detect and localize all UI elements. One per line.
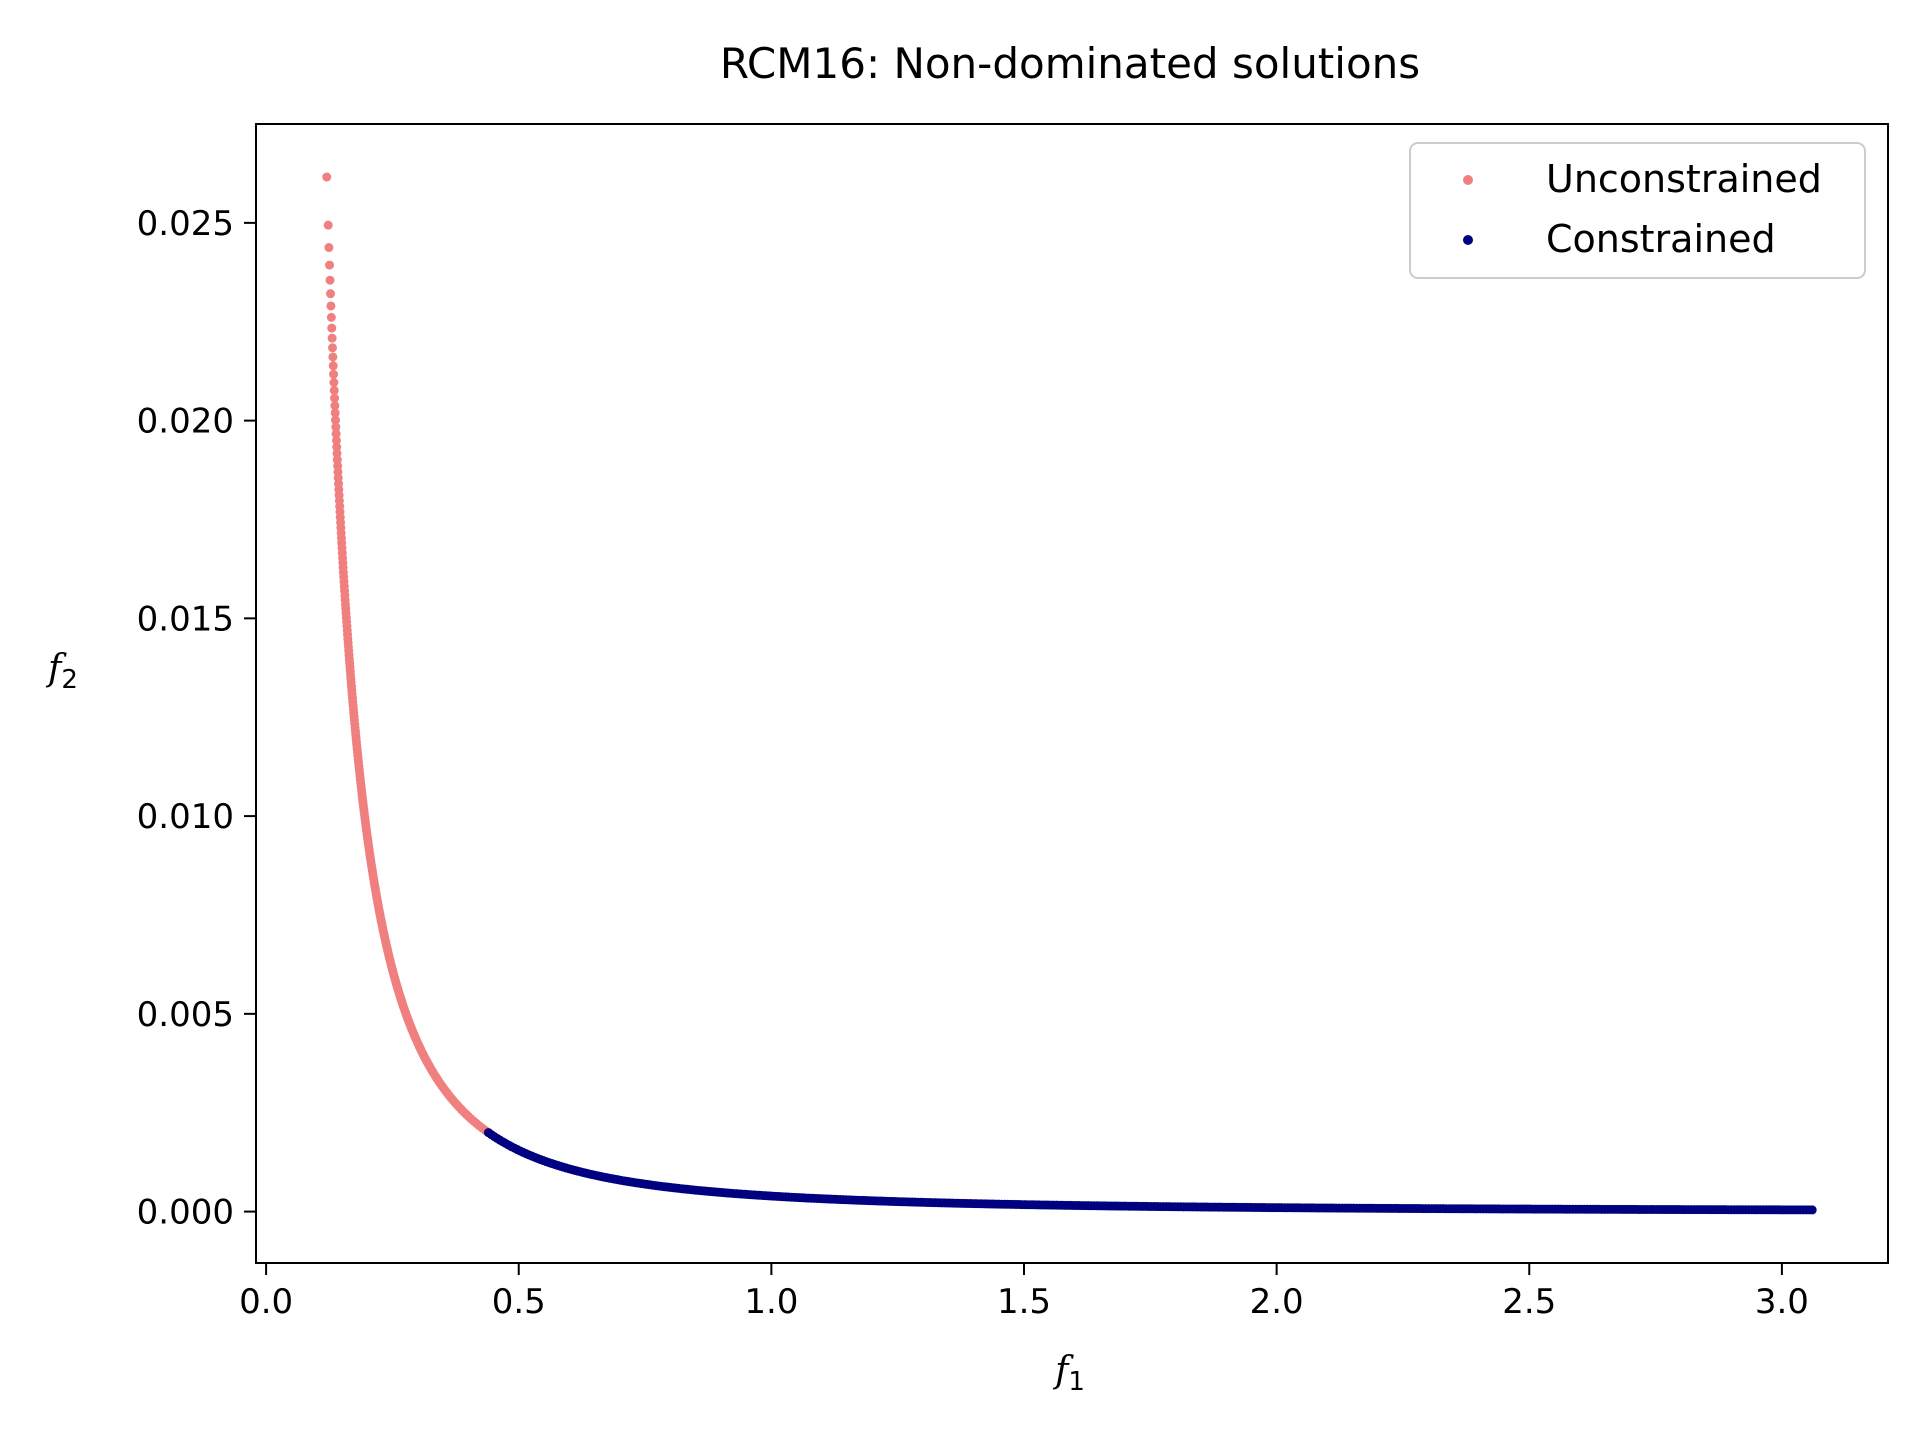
data-point bbox=[1807, 1205, 1817, 1215]
data-point bbox=[331, 429, 341, 439]
y-axis-label-sub: 2 bbox=[61, 665, 78, 695]
x-axis: 0.0 0.5 1.0 1.5 2.0 2.5 3.0 bbox=[239, 1263, 1809, 1322]
data-point bbox=[324, 243, 334, 253]
data-point bbox=[330, 393, 340, 403]
data-point bbox=[330, 401, 340, 411]
data-point bbox=[323, 220, 333, 230]
series-layer bbox=[322, 172, 1817, 1215]
y-tick-label: 0.025 bbox=[137, 204, 234, 244]
data-point bbox=[325, 275, 335, 285]
data-point bbox=[327, 323, 337, 333]
x-axis-label-sub: 1 bbox=[1068, 1367, 1085, 1397]
legend-label-unconstrained: Unconstrained bbox=[1546, 157, 1822, 201]
data-point bbox=[331, 435, 341, 445]
x-tick-label: 3.0 bbox=[1755, 1282, 1809, 1322]
data-point bbox=[332, 442, 342, 452]
legend-label-constrained: Constrained bbox=[1546, 217, 1776, 261]
data-point bbox=[331, 422, 341, 432]
legend-marker-constrained bbox=[1463, 235, 1473, 245]
legend: Unconstrained Constrained bbox=[1409, 142, 1866, 279]
x-tick-label: 1.5 bbox=[997, 1282, 1051, 1322]
y-tick-label: 0.005 bbox=[137, 995, 234, 1035]
data-point bbox=[331, 415, 341, 425]
data-point bbox=[325, 260, 335, 270]
y-tick-label: 0.000 bbox=[137, 1193, 234, 1233]
data-point bbox=[327, 333, 337, 343]
x-tick-label: 0.5 bbox=[492, 1282, 546, 1322]
x-tick-label: 0.0 bbox=[239, 1282, 293, 1322]
data-point bbox=[329, 385, 339, 395]
data-point bbox=[326, 289, 336, 299]
legend-marker-unconstrained bbox=[1463, 175, 1473, 185]
plot-area bbox=[322, 172, 1817, 1215]
data-point bbox=[330, 408, 340, 418]
data-point bbox=[329, 369, 339, 379]
y-axis: 0.000 0.005 0.010 0.015 0.020 0.025 bbox=[137, 204, 256, 1233]
data-point bbox=[326, 312, 336, 322]
legend-box bbox=[1409, 142, 1866, 279]
data-point bbox=[326, 301, 336, 311]
series-unconstrained bbox=[322, 172, 493, 1138]
data-point bbox=[322, 172, 332, 182]
y-tick-label: 0.015 bbox=[137, 599, 234, 639]
y-tick-label: 0.010 bbox=[137, 797, 234, 837]
x-tick-label: 1.0 bbox=[744, 1282, 798, 1322]
data-point bbox=[329, 378, 339, 388]
plot-frame bbox=[255, 123, 1889, 1264]
data-point bbox=[328, 361, 338, 371]
data-point bbox=[328, 343, 338, 353]
y-tick-label: 0.020 bbox=[137, 402, 234, 442]
data-point bbox=[328, 352, 338, 362]
series-constrained bbox=[483, 1128, 1817, 1215]
chart-title: RCM16: Non-dominated solutions bbox=[720, 39, 1420, 88]
x-tick-label: 2.5 bbox=[1502, 1282, 1556, 1322]
x-tick-label: 2.0 bbox=[1250, 1282, 1304, 1322]
